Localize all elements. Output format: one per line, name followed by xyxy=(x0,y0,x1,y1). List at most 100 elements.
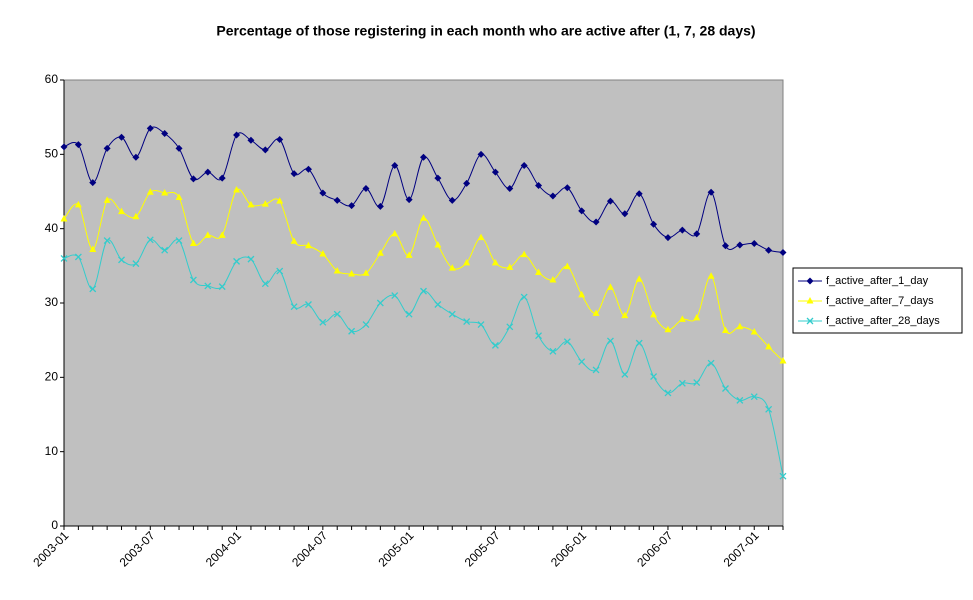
data-point xyxy=(477,150,485,158)
data-point xyxy=(261,280,269,288)
data-point xyxy=(535,182,543,190)
data-point xyxy=(707,272,715,279)
data-point xyxy=(290,170,298,178)
data-point xyxy=(290,237,298,244)
data-point xyxy=(463,318,471,326)
data-point xyxy=(189,239,197,247)
data-point xyxy=(463,258,471,266)
data-point xyxy=(348,270,356,277)
data-point xyxy=(376,299,384,307)
data-point xyxy=(678,226,686,234)
data-point xyxy=(721,326,729,334)
x-tick-label: 2004-01 xyxy=(203,528,244,569)
data-point xyxy=(420,214,427,221)
data-point xyxy=(233,186,241,193)
data-point xyxy=(693,379,701,386)
data-point xyxy=(276,197,284,204)
data-point xyxy=(233,131,241,139)
data-point xyxy=(678,315,686,322)
data-point xyxy=(621,210,629,218)
data-point xyxy=(218,283,226,291)
legend-marker xyxy=(806,297,814,304)
data-point xyxy=(650,310,658,318)
data-point xyxy=(491,258,499,266)
data-point xyxy=(520,161,528,169)
x-tick-label: 2003-07 xyxy=(117,528,158,569)
data-point xyxy=(118,133,126,141)
data-point xyxy=(348,202,356,210)
data-point xyxy=(721,242,729,250)
data-point xyxy=(118,207,126,215)
data-point xyxy=(333,267,341,274)
data-point xyxy=(765,405,773,413)
data-point xyxy=(391,292,399,300)
legend-marker xyxy=(806,277,814,285)
data-point xyxy=(405,251,413,258)
data-point xyxy=(463,179,471,187)
data-point xyxy=(736,396,744,404)
data-point xyxy=(578,290,586,298)
data-point xyxy=(204,282,212,290)
data-point xyxy=(276,135,284,143)
x-tick-label: 2005-01 xyxy=(375,528,416,569)
data-point xyxy=(722,385,729,392)
data-point xyxy=(506,323,514,331)
data-point xyxy=(132,153,140,161)
data-point xyxy=(161,130,169,138)
data-point xyxy=(204,231,212,238)
x-tick-label: 2005-07 xyxy=(462,528,503,569)
data-point xyxy=(290,303,298,311)
data-point xyxy=(606,337,614,345)
data-point xyxy=(204,168,212,176)
data-point xyxy=(635,339,643,347)
data-point xyxy=(89,245,97,252)
data-point xyxy=(161,246,169,254)
data-point xyxy=(606,283,614,290)
data-point xyxy=(376,249,384,256)
data-point xyxy=(563,262,571,270)
data-point xyxy=(74,253,82,261)
data-point xyxy=(304,165,312,173)
data-point xyxy=(549,347,557,355)
x-tick-label: 2006-01 xyxy=(548,528,589,569)
data-point xyxy=(319,249,327,257)
data-point xyxy=(60,254,68,262)
plot-area xyxy=(63,79,784,527)
data-point xyxy=(175,193,183,200)
data-point xyxy=(765,342,773,350)
data-point xyxy=(434,301,442,308)
data-point xyxy=(118,256,125,264)
data-point xyxy=(146,236,154,244)
legend-label: f_active_after_28_days xyxy=(826,315,940,327)
data-point xyxy=(305,301,312,308)
data-point xyxy=(60,215,68,222)
data-point xyxy=(391,229,399,237)
data-point xyxy=(736,241,744,249)
y-tick-label: 60 xyxy=(45,72,59,86)
data-point xyxy=(189,276,197,284)
data-point xyxy=(592,309,600,316)
data-point xyxy=(506,263,514,270)
data-point xyxy=(549,275,557,283)
data-point xyxy=(779,356,787,364)
data-point xyxy=(664,234,672,242)
data-point xyxy=(520,250,528,258)
data-point xyxy=(261,146,269,154)
data-point xyxy=(650,373,658,381)
data-point xyxy=(132,260,140,268)
data-point xyxy=(103,196,111,203)
data-point xyxy=(765,246,773,254)
data-point xyxy=(233,257,241,265)
data-point xyxy=(606,197,614,205)
legend-label: f_active_after_1_day xyxy=(826,275,929,287)
data-point xyxy=(621,370,629,378)
data-point xyxy=(592,366,600,374)
data-point xyxy=(420,287,427,295)
data-point xyxy=(491,168,499,176)
data-point xyxy=(578,358,586,366)
data-point xyxy=(74,200,82,208)
data-point xyxy=(146,188,154,195)
data-point xyxy=(362,269,370,276)
data-point xyxy=(779,472,787,480)
data-point xyxy=(333,196,341,204)
